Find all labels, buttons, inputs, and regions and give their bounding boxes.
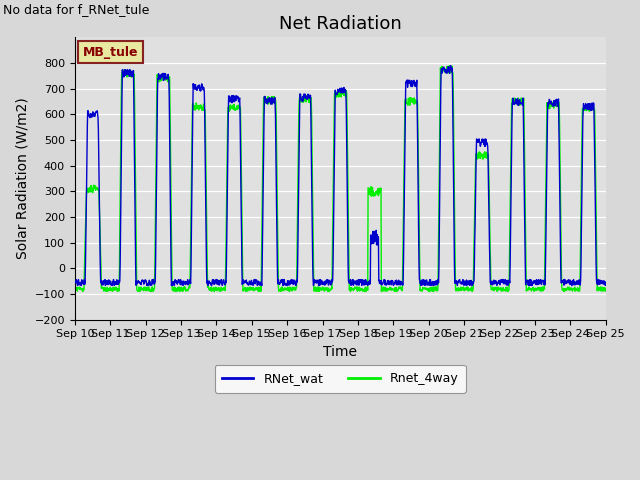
RNet_wat [280, 283, 287, 288]
Rnet_4way [248, 287, 256, 292]
RNet_wat [602, 279, 609, 285]
Rnet_4way [176, 288, 184, 294]
RNet_wat [189, 102, 196, 108]
RNet_wat [423, 277, 431, 283]
X-axis label: Time: Time [323, 345, 357, 359]
Text: MB_tule: MB_tule [83, 46, 138, 59]
Rnet_4way [602, 287, 609, 293]
Title: Net Radiation: Net Radiation [279, 15, 402, 33]
RNet_wat [540, 278, 547, 284]
Line: RNet_wat: RNet_wat [75, 66, 605, 286]
RNet_wat [176, 277, 184, 283]
Rnet_4way [189, 100, 196, 106]
RNet_wat [493, 279, 500, 285]
RNet_wat [248, 282, 256, 288]
RNet_wat [447, 63, 454, 69]
Rnet_4way [540, 286, 547, 292]
RNet_wat [71, 279, 79, 285]
Rnet_4way [492, 286, 500, 291]
Rnet_4way [71, 285, 79, 291]
Legend: RNet_wat, Rnet_4way: RNet_wat, Rnet_4way [214, 365, 466, 393]
Rnet_4way [504, 288, 512, 294]
Line: Rnet_4way: Rnet_4way [75, 66, 605, 291]
Y-axis label: Solar Radiation (W/m2): Solar Radiation (W/m2) [15, 97, 29, 259]
Text: No data for f_RNet_tule: No data for f_RNet_tule [3, 3, 150, 16]
Rnet_4way [422, 286, 430, 291]
Rnet_4way [445, 63, 453, 69]
